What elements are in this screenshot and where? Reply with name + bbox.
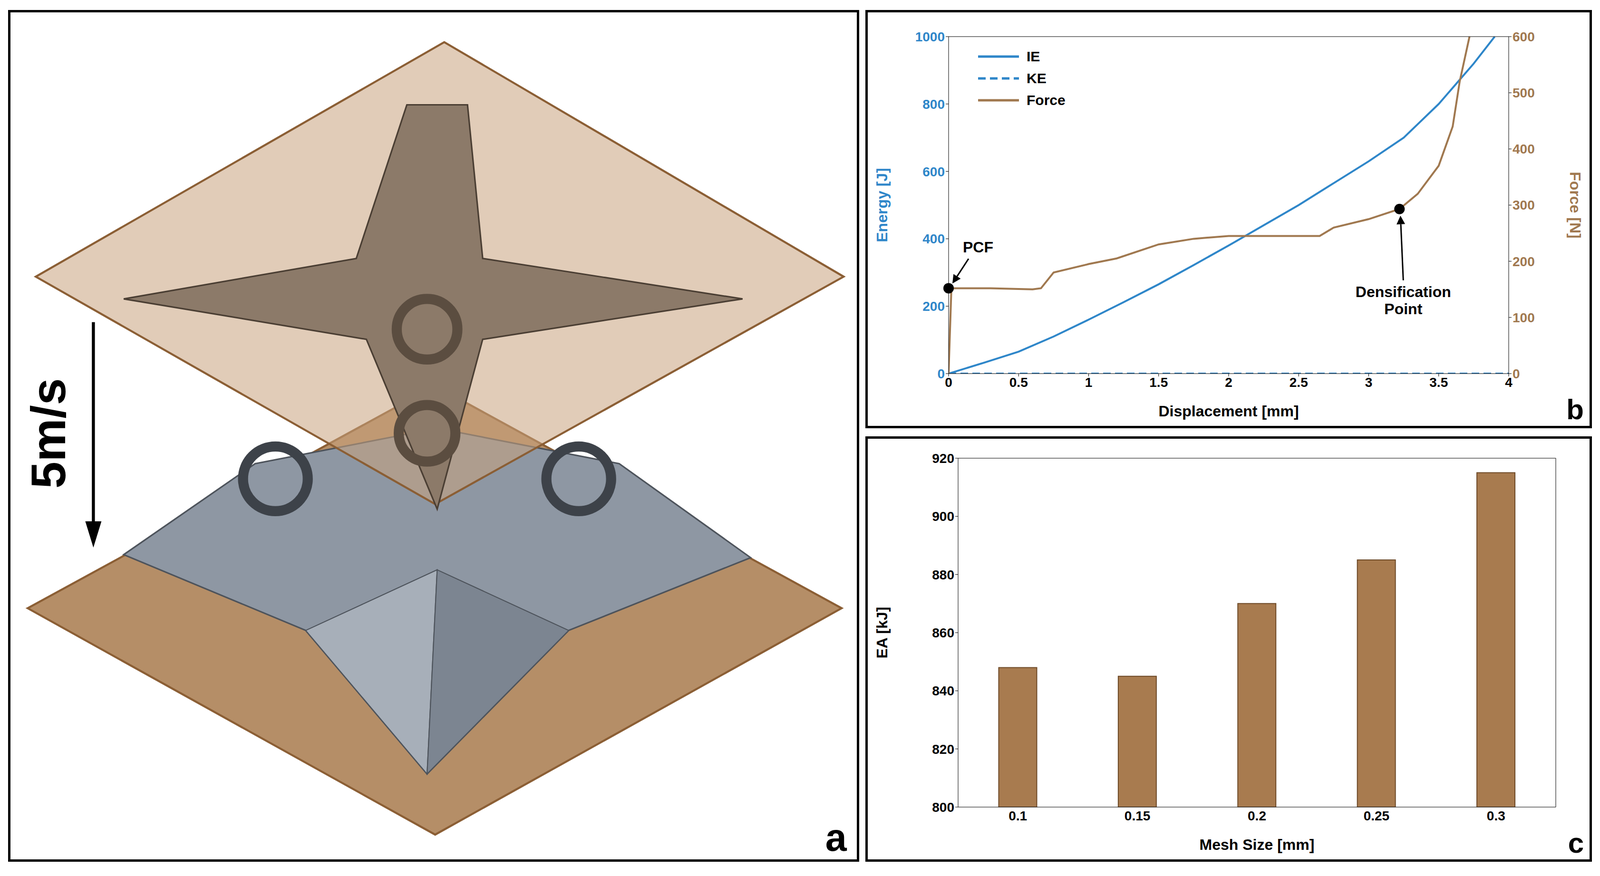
svg-text:900: 900 bbox=[931, 509, 955, 524]
svg-text:PCF: PCF bbox=[962, 238, 994, 256]
svg-text:EA [kJ]: EA [kJ] bbox=[873, 606, 891, 659]
svg-text:400: 400 bbox=[922, 231, 945, 247]
svg-text:0: 0 bbox=[937, 366, 945, 382]
svg-text:920: 920 bbox=[931, 451, 955, 466]
svg-text:0.15: 0.15 bbox=[1124, 808, 1151, 824]
svg-text:0: 0 bbox=[944, 375, 953, 390]
svg-text:0.5: 0.5 bbox=[1009, 375, 1028, 390]
svg-text:200: 200 bbox=[1512, 254, 1535, 270]
svg-text:Force [N]: Force [N] bbox=[1566, 171, 1584, 239]
svg-text:a: a bbox=[825, 816, 848, 860]
svg-text:Energy [J]: Energy [J] bbox=[873, 167, 891, 243]
svg-text:5m/s: 5m/s bbox=[21, 378, 76, 489]
svg-text:820: 820 bbox=[931, 742, 955, 757]
svg-text:Point: Point bbox=[1384, 300, 1423, 318]
html-text:KE: KE bbox=[1026, 70, 1047, 87]
svg-text:3.5: 3.5 bbox=[1429, 375, 1448, 390]
svg-text:500: 500 bbox=[1512, 85, 1535, 101]
svg-text:200: 200 bbox=[922, 299, 945, 314]
svg-text:Densification: Densification bbox=[1355, 283, 1452, 301]
svg-text:300: 300 bbox=[1512, 197, 1535, 213]
svg-text:800: 800 bbox=[922, 96, 945, 112]
svg-text:2.5: 2.5 bbox=[1289, 375, 1309, 390]
svg-text:880: 880 bbox=[931, 567, 955, 583]
svg-text:0: 0 bbox=[1512, 366, 1521, 382]
svg-text:Mesh Size [mm]: Mesh Size [mm] bbox=[1199, 836, 1315, 854]
svg-text:2: 2 bbox=[1224, 375, 1233, 390]
svg-text:0.1: 0.1 bbox=[1008, 808, 1028, 824]
svg-text:0.25: 0.25 bbox=[1363, 808, 1390, 824]
svg-text:0.2: 0.2 bbox=[1247, 808, 1267, 824]
svg-text:1000: 1000 bbox=[915, 29, 945, 45]
html-text:c: c bbox=[1567, 827, 1584, 860]
html-text:b: b bbox=[1566, 393, 1584, 426]
html-text:Force: Force bbox=[1026, 92, 1066, 108]
svg-text:0.3: 0.3 bbox=[1486, 808, 1506, 824]
svg-text:860: 860 bbox=[931, 625, 955, 641]
svg-text:Displacement [mm]: Displacement [mm] bbox=[1158, 402, 1299, 420]
svg-text:100: 100 bbox=[1512, 310, 1535, 326]
svg-text:4: 4 bbox=[1504, 375, 1513, 390]
html-text:IE: IE bbox=[1026, 48, 1041, 65]
svg-text:800: 800 bbox=[931, 800, 955, 815]
svg-text:1: 1 bbox=[1085, 375, 1093, 390]
svg-text:3: 3 bbox=[1365, 375, 1373, 390]
svg-text:400: 400 bbox=[1512, 141, 1535, 157]
svg-text:840: 840 bbox=[931, 683, 955, 699]
svg-text:600: 600 bbox=[1512, 29, 1535, 45]
svg-text:600: 600 bbox=[922, 164, 945, 180]
svg-text:1.5: 1.5 bbox=[1149, 375, 1168, 390]
